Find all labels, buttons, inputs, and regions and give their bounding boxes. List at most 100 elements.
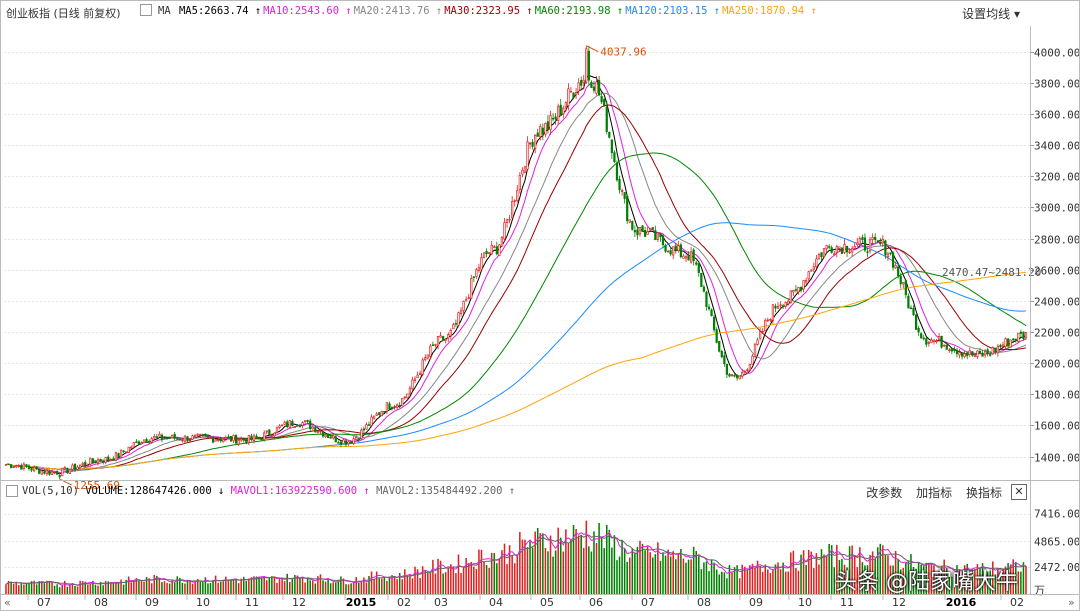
candle-body [587,50,590,81]
candle-body [35,466,38,470]
volume-bar [404,569,406,594]
volume-bar [447,568,450,594]
candle-body [912,307,915,316]
candle-body [255,435,258,438]
volume-bar [222,581,225,594]
candle-body [17,465,20,468]
candle-body [237,440,240,445]
candle-body [1001,344,1005,347]
volume-tick-label: 2472.00 [1034,561,1080,574]
candle-body [692,249,695,262]
candle-body [989,354,992,356]
candle-body [577,82,580,92]
volume-bar [802,550,805,594]
candle-body [797,287,800,293]
volume-bar [539,533,542,594]
volume-bar [133,579,135,594]
volume-bar [414,566,416,594]
volume-bar [575,528,577,594]
chart-title: 创业板指 (日线 前复权) [6,7,121,20]
volume-bar [841,558,843,594]
volume-bar [882,545,884,594]
volume-bar [869,554,871,594]
candle-body [840,247,844,254]
volume-bar [590,551,593,594]
volume-bar [311,580,314,594]
candle-body [871,237,874,241]
volume-bar [250,577,253,594]
candle-body [835,246,838,253]
candle-body [516,190,519,202]
volume-bar [577,535,580,594]
candle-body [398,404,401,407]
candle-body [1009,339,1012,348]
volume-bar [935,574,938,594]
candle-body [845,245,849,253]
candle-body [470,278,473,299]
candle-body [140,442,143,445]
volume-bar [933,565,935,594]
candle-body [426,354,429,359]
set-ma-button[interactable]: 设置均线 ▾ [962,7,1020,21]
volume-bar [567,543,570,594]
candle-body [508,218,511,221]
candle-body [710,309,713,316]
volume-bar [588,546,590,594]
switch-indicator-button[interactable]: 换指标 [965,486,1002,500]
volume-bar [810,551,813,594]
candle-body [153,436,156,439]
candle-body [935,340,938,342]
candle-body [526,141,529,170]
volume-bar [176,576,179,594]
candle-body [999,344,1002,348]
candle-body [932,339,936,342]
volume-bar [130,582,133,594]
candle-body [401,398,404,406]
candle-body [219,438,222,442]
candle-body [196,433,199,436]
volume-bar [708,571,710,594]
volume-bar [35,584,38,594]
volume-bar [557,527,559,594]
candle-body [388,403,391,410]
candle-body [513,200,516,202]
candle-body [117,453,120,457]
volume-bar [605,524,608,594]
candle-body [940,335,943,348]
volume-bar [631,548,634,594]
candle-body [879,242,882,245]
candle-body [741,372,744,377]
mavol1-arrow: ↑ [363,485,370,497]
candle-body [73,463,77,471]
change-params-button[interactable]: 改参数 [866,486,903,500]
candle-body [899,276,902,285]
volume-bar [925,562,928,594]
candle-body [150,438,153,443]
volume-bar [89,584,92,594]
close-icon[interactable]: ✕ [1011,484,1027,500]
volume-bar [777,562,779,594]
volume-bar [887,555,889,594]
vol-toggle-checkbox[interactable] [6,485,18,497]
candle-body [393,406,396,408]
ma-toggle-checkbox[interactable] [140,4,152,16]
volume-bar [700,569,703,594]
volume-bar [191,583,194,594]
volume-bar [398,572,401,594]
candle-body [738,375,741,380]
candle-body [976,350,979,357]
candle-body [779,304,782,307]
candle-body [960,352,964,357]
volume-bar [452,566,455,594]
date-tick-label: 2015 [346,596,377,609]
candle-body [232,435,235,442]
candle-body [211,437,215,443]
candle-body [863,237,867,251]
date-tick-label: 12 [292,596,306,609]
candle-body [130,446,133,449]
candle-body [531,141,534,147]
volume-bar [994,574,997,594]
add-indicator-button[interactable]: 加指标 [916,486,953,500]
volume-bar [237,583,240,594]
